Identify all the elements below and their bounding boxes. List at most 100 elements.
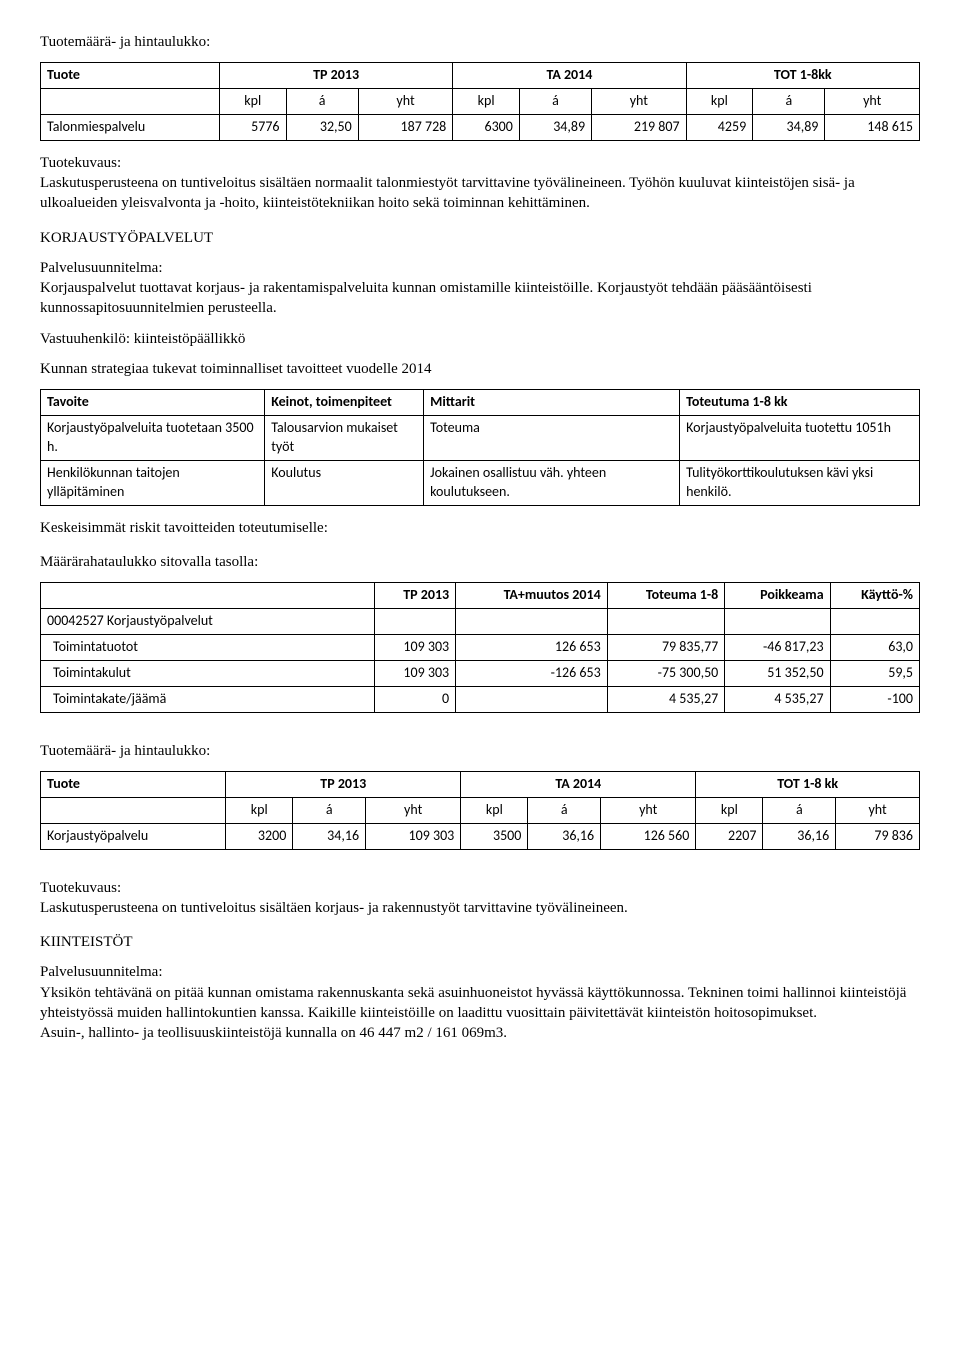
cell: 3500: [461, 823, 528, 849]
cell: Talonmiespalvelu: [41, 115, 220, 141]
cell: Toimintakulut: [41, 660, 375, 686]
col-ta2014: TA 2014: [453, 63, 686, 89]
cell: [375, 609, 456, 635]
cell: [607, 609, 725, 635]
cell: á: [286, 89, 358, 115]
cell: -100: [830, 686, 919, 712]
table-heading: Tuotemäärä- ja hintaulukko:: [40, 32, 920, 52]
strategy-table: Tavoite Keinot, toimenpiteet Mittarit To…: [40, 389, 920, 505]
table-row: Korjaustyöpalvelu 3200 34,16 109 303 350…: [41, 823, 920, 849]
cell: -46 817,23: [725, 634, 830, 660]
cell: yht: [592, 89, 687, 115]
plan-body: Yksikön tehtävänä on pitää kunnan omista…: [40, 983, 920, 1024]
cell: 4 535,27: [607, 686, 725, 712]
responsible-person: Vastuuhenkilö: kiinteistöpäällikkö: [40, 329, 920, 349]
cell: 59,5: [830, 660, 919, 686]
cell: 0: [375, 686, 456, 712]
cell: á: [519, 89, 591, 115]
cell: -126 653: [456, 660, 608, 686]
col-ta2014: TA 2014: [461, 771, 696, 797]
col-tuote: Tuote: [41, 63, 220, 89]
cell: 63,0: [830, 634, 919, 660]
col: Tavoite: [41, 390, 265, 416]
cell: á: [763, 797, 836, 823]
cell: 148 615: [825, 115, 920, 141]
cell: yht: [366, 797, 461, 823]
cell: -75 300,50: [607, 660, 725, 686]
desc-body: Laskutusperusteena on tuntiveloitus sisä…: [40, 898, 920, 918]
col: [41, 583, 375, 609]
table-row: Talonmiespalvelu 5776 32,50 187 728 6300…: [41, 115, 920, 141]
cell: [456, 609, 608, 635]
cell: Korjaustyöpalveluita tuotettu 1051h: [680, 416, 920, 461]
cell: 36,16: [763, 823, 836, 849]
cell: 2207: [696, 823, 763, 849]
col: TA+muutos 2014: [456, 583, 608, 609]
cell: 126 653: [456, 634, 608, 660]
table-row: 00042527 Korjaustyöpalvelut: [41, 609, 920, 635]
cell: 00042527 Korjaustyöpalvelut: [41, 609, 375, 635]
cell: 219 807: [592, 115, 687, 141]
cell: 34,89: [519, 115, 591, 141]
product-table-2: Tuote TP 2013 TA 2014 TOT 1-8 kk kpl á y…: [40, 771, 920, 850]
cell: kpl: [696, 797, 763, 823]
col: Käyttö-%: [830, 583, 919, 609]
table-row: Henkilökunnan taitojen ylläpitäminen Kou…: [41, 460, 920, 505]
cell: Koulutus: [265, 460, 424, 505]
cell: Toteuma: [424, 416, 680, 461]
plan-label: Palvelusuunnitelma:: [40, 962, 920, 982]
maarraha-table: TP 2013 TA+muutos 2014 Toteuma 1-8 Poikk…: [40, 582, 920, 712]
maar-heading: Määrärahataulukko sitovalla tasolla:: [40, 552, 920, 572]
col-tp2013: TP 2013: [219, 63, 452, 89]
col: Toteuma 1-8: [607, 583, 725, 609]
col: Poikkeama: [725, 583, 830, 609]
cell: yht: [836, 797, 920, 823]
cell: [456, 686, 608, 712]
cell: kpl: [461, 797, 528, 823]
col-tuote: Tuote: [41, 771, 226, 797]
cell: [830, 609, 919, 635]
plan-body-2: Asuin-, hallinto- ja teollisuuskiinteist…: [40, 1023, 920, 1043]
cell: 3200: [226, 823, 293, 849]
cell: Jokainen osallistuu väh. yhteen koulutuk…: [424, 460, 680, 505]
cell: 187 728: [358, 115, 453, 141]
cell: á: [528, 797, 601, 823]
cell: Henkilökunnan taitojen ylläpitäminen: [41, 460, 265, 505]
cell: 34,89: [753, 115, 825, 141]
cell: 5776: [219, 115, 286, 141]
cell: á: [753, 89, 825, 115]
strategy-heading: Kunnan strategiaa tukevat toiminnalliset…: [40, 359, 920, 379]
section-heading: KIINTEISTÖT: [40, 932, 920, 952]
cell: [725, 609, 830, 635]
cell: 4259: [686, 115, 753, 141]
cell: 79 835,77: [607, 634, 725, 660]
cell: Toimintakate/jäämä: [41, 686, 375, 712]
cell: yht: [825, 89, 920, 115]
col: Keinot, toimenpiteet: [265, 390, 424, 416]
table-row: Korjaustyöpalveluita tuotetaan 3500 h. T…: [41, 416, 920, 461]
cell: á: [293, 797, 366, 823]
plan-body: Korjauspalvelut tuottavat korjaus- ja ra…: [40, 278, 920, 319]
cell: kpl: [453, 89, 520, 115]
desc-title: Tuotekuvaus:: [40, 878, 920, 898]
cell: 6300: [453, 115, 520, 141]
cell: Tulityökorttikoulutuksen kävi yksi henki…: [680, 460, 920, 505]
desc-body: Laskutusperusteena on tuntiveloitus sisä…: [40, 173, 920, 214]
table-row: Toimintakate/jäämä 0 4 535,27 4 535,27 -…: [41, 686, 920, 712]
cell: 32,50: [286, 115, 358, 141]
col: Mittarit: [424, 390, 680, 416]
col-tot: TOT 1-8kk: [686, 63, 919, 89]
risks-line: Keskeisimmät riskit tavoitteiden toteutu…: [40, 518, 920, 538]
cell: [41, 797, 226, 823]
cell: 4 535,27: [725, 686, 830, 712]
col-tp2013: TP 2013: [226, 771, 461, 797]
col-tot: TOT 1-8 kk: [696, 771, 920, 797]
table-row: Toimintatuotot 109 303 126 653 79 835,77…: [41, 634, 920, 660]
col: Toteutuma 1-8 kk: [680, 390, 920, 416]
cell: Talousarvion mukaiset työt: [265, 416, 424, 461]
col: TP 2013: [375, 583, 456, 609]
cell: kpl: [686, 89, 753, 115]
cell: yht: [358, 89, 453, 115]
cell: kpl: [219, 89, 286, 115]
cell: yht: [601, 797, 696, 823]
